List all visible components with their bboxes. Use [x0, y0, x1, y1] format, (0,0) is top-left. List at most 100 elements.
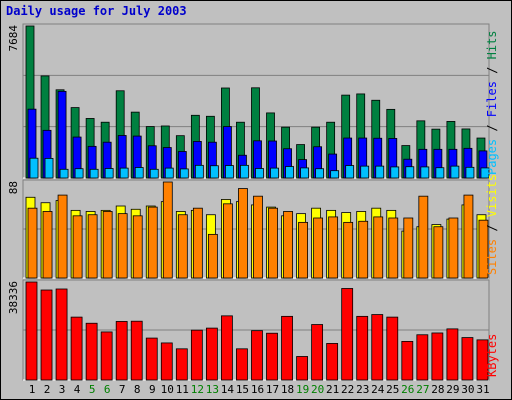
kbytes-bar — [476, 339, 489, 381]
legend-kbytes: KBytes — [485, 334, 499, 377]
x-tick-label: 22 — [341, 383, 354, 396]
pages-bar — [89, 168, 99, 179]
kbytes-bar — [461, 337, 474, 381]
kbytes-bar — [311, 324, 324, 381]
sites-bar — [72, 215, 83, 279]
x-tick-label: 25 — [386, 383, 399, 396]
sites-bar — [223, 203, 233, 279]
kbytes-bar — [236, 348, 248, 381]
kbytes-bar — [356, 315, 369, 381]
files-bar — [57, 90, 67, 179]
sites-bar — [313, 217, 324, 279]
legend-visits: Visits — [485, 174, 499, 217]
pages-bar — [149, 168, 159, 179]
pages-bar — [420, 166, 430, 179]
legend-pages: Pages — [485, 139, 499, 175]
sites-bar — [283, 211, 293, 279]
x-tick-label: 3 — [59, 383, 66, 396]
kbytes-bar — [266, 332, 278, 381]
legend-hits: Hits — [485, 30, 499, 59]
x-tick-label: 9 — [149, 383, 156, 396]
sites-bar — [162, 181, 173, 279]
pages-bar — [104, 168, 114, 179]
kbytes-bar — [25, 281, 38, 381]
kbytes-bar — [130, 320, 143, 381]
pages-bar — [435, 167, 445, 179]
sites-bar — [102, 211, 113, 279]
x-tick-label: 14 — [221, 383, 235, 396]
x-tick-label: 8 — [134, 383, 141, 396]
kbytes-bar — [446, 328, 459, 381]
x-tick-label: 18 — [281, 383, 294, 396]
kbytes-bar — [416, 334, 429, 381]
x-tick-label: 23 — [356, 383, 369, 396]
sites-bar — [238, 188, 248, 279]
panel-3-series-label: KBytes — [485, 334, 499, 377]
sites-bar — [177, 214, 188, 279]
sites-bar — [403, 217, 414, 279]
pages-bar — [44, 158, 54, 179]
pages-bar — [270, 167, 279, 179]
sites-bar — [192, 207, 203, 279]
sites-bar — [268, 207, 278, 279]
kbytes-bar — [145, 337, 158, 381]
x-tick-label: 31 — [476, 383, 489, 396]
sites-bar — [418, 195, 429, 279]
sites-bar — [27, 207, 38, 279]
pages-bar — [225, 165, 234, 179]
pages-bar — [179, 168, 189, 179]
pages-bar — [480, 167, 490, 179]
x-tick-label: 6 — [104, 383, 111, 396]
sites-bar — [57, 194, 68, 279]
kbytes-bar — [371, 314, 384, 381]
kbytes-bar — [190, 329, 203, 381]
kbytes-bar — [251, 330, 263, 381]
x-tick-label: 12 — [191, 383, 204, 396]
sites-bar — [478, 219, 489, 279]
kbytes-bar — [326, 343, 339, 381]
sites-bar — [117, 213, 128, 279]
sites-bar — [87, 214, 98, 279]
pages-bar — [345, 165, 355, 179]
kbytes-bar — [100, 331, 113, 381]
x-tick-label: 26 — [401, 383, 414, 396]
sites-bar — [328, 216, 339, 279]
x-tick-label: 29 — [446, 383, 459, 396]
kbytes-bar — [160, 342, 173, 381]
kbytes-bar — [70, 316, 83, 381]
panel-2-series-label: Sites / Visits — [485, 174, 499, 275]
panel-3-ymax-label: 38336 — [7, 281, 20, 314]
kbytes-bar — [205, 327, 218, 381]
pages-bar — [29, 157, 39, 179]
kbytes-bar — [386, 316, 399, 381]
x-tick-label: 7 — [119, 383, 126, 396]
sites-bar — [132, 215, 143, 279]
pages-bar — [240, 164, 249, 179]
sites-bar — [448, 217, 459, 279]
x-tick-label: 4 — [74, 383, 81, 396]
sites-bar — [388, 217, 399, 279]
x-tick-label: 11 — [176, 383, 189, 396]
chart-title: Daily usage for July 2003 — [6, 4, 187, 18]
pages-bar — [360, 165, 370, 179]
pages-bar — [194, 164, 204, 179]
x-tick-label: 24 — [371, 383, 385, 396]
kbytes-bar — [281, 315, 293, 381]
x-tick-label: 21 — [326, 383, 339, 396]
pages-bar — [285, 166, 294, 179]
x-tick-label: 16 — [251, 383, 264, 396]
pages-bar — [74, 168, 84, 179]
kbytes-bar — [341, 288, 354, 381]
sites-bar — [42, 211, 53, 279]
pages-bar — [315, 168, 325, 179]
pages-bar — [330, 170, 340, 179]
sites-bar — [433, 226, 444, 279]
sites-bar — [343, 221, 354, 279]
x-tick-label: 2 — [44, 383, 51, 396]
panel-2-ymax-label: 88 — [7, 181, 20, 194]
pages-bar — [300, 167, 309, 179]
kbytes-bar — [431, 332, 444, 381]
x-tick-label: 17 — [266, 383, 279, 396]
pages-bar — [134, 167, 144, 179]
